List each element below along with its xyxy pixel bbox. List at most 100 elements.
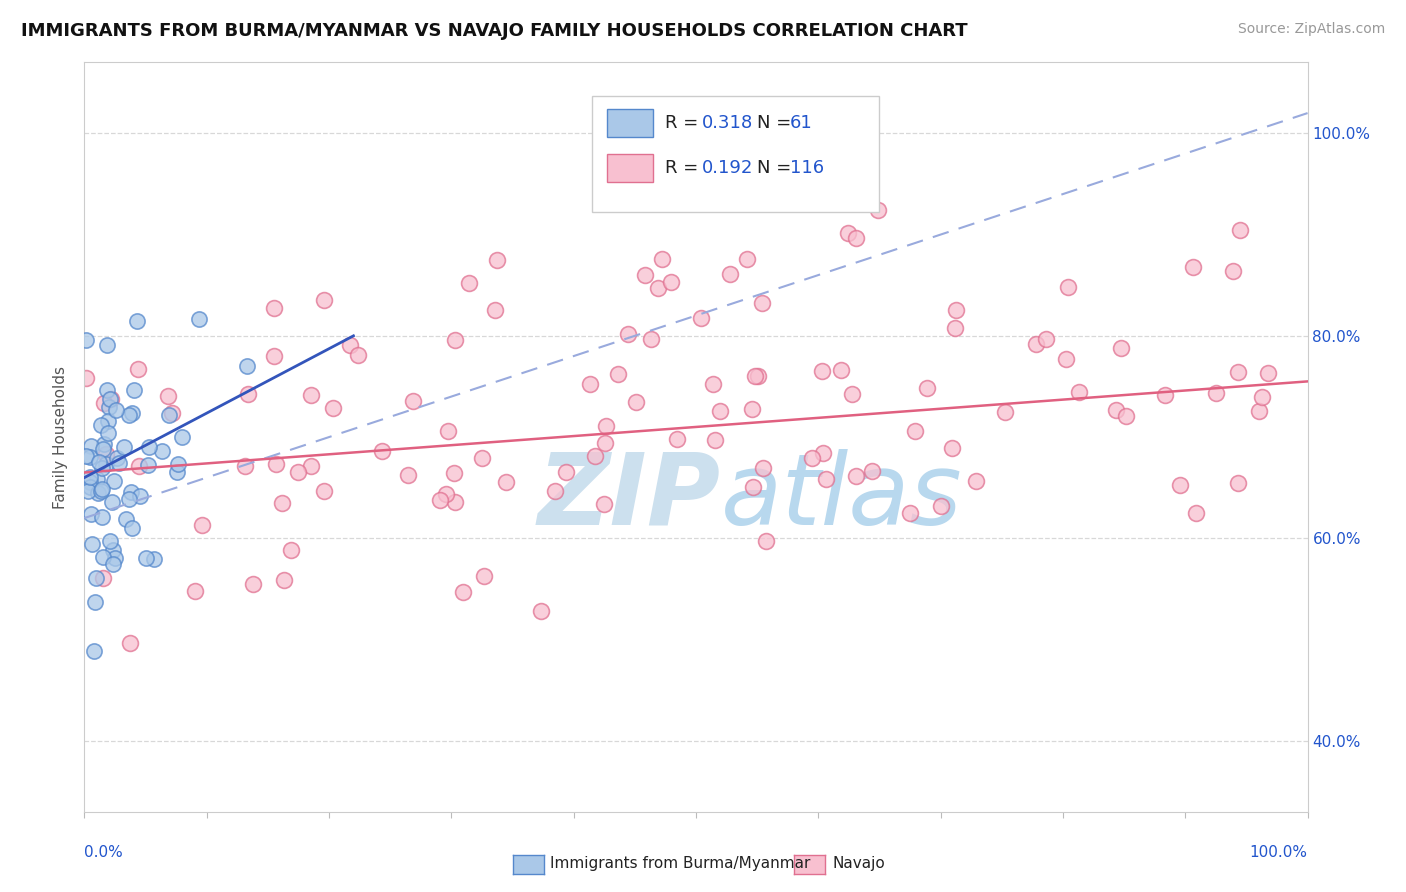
Point [86, 472, 108, 486]
Point [236, 387, 259, 401]
Point [125, 314, 148, 328]
Point [135, 550, 157, 565]
Point [1205, 386, 1227, 401]
Point [79, 450, 101, 465]
Point [1153, 388, 1175, 402]
Point [1067, 385, 1090, 400]
Point [103, 557, 125, 571]
Point [91, 549, 114, 564]
Point [830, 363, 852, 377]
Point [105, 451, 128, 466]
Point [105, 403, 128, 417]
Text: R =: R = [665, 159, 704, 178]
Point [755, 534, 778, 549]
Point [97, 426, 120, 441]
Text: 0.0%: 0.0% [84, 846, 124, 861]
Point [941, 441, 963, 455]
Point [138, 440, 160, 454]
Point [170, 430, 193, 444]
Point [157, 408, 180, 422]
Point [845, 231, 868, 245]
Point [112, 441, 135, 455]
Point [94, 447, 117, 461]
Point [312, 484, 335, 499]
Point [437, 424, 460, 438]
Point [1025, 337, 1047, 351]
Text: 0.192: 0.192 [702, 159, 754, 178]
Point [811, 446, 834, 460]
Point [495, 475, 517, 489]
Point [120, 485, 142, 500]
Point [994, 405, 1017, 419]
Point [1181, 260, 1204, 275]
Point [98, 534, 121, 549]
Text: atlas: atlas [720, 449, 962, 546]
Text: N =: N = [758, 159, 797, 178]
Text: 100.0%: 100.0% [1250, 846, 1308, 861]
Point [128, 489, 150, 503]
Bar [606, 153, 654, 182]
Point [150, 444, 173, 458]
Point [322, 401, 344, 415]
Point [83, 644, 105, 658]
Point [579, 377, 602, 392]
Point [101, 542, 124, 557]
Point [1227, 476, 1250, 491]
Point [96, 457, 118, 471]
Point [166, 465, 188, 479]
Point [75, 449, 97, 463]
Point [1222, 263, 1244, 277]
Point [945, 302, 967, 317]
Point [371, 444, 394, 458]
Point [136, 458, 159, 473]
Text: 61: 61 [790, 114, 813, 132]
Point [396, 468, 419, 483]
Point [121, 521, 143, 535]
Point [709, 403, 731, 417]
Point [103, 474, 125, 488]
Point [651, 252, 673, 267]
Point [583, 449, 606, 463]
Point [752, 461, 775, 475]
Text: IMMIGRANTS FROM BURMA/MYANMAR VS NAVAJO FAMILY HOUSEHOLDS CORRELATION CHART: IMMIGRANTS FROM BURMA/MYANMAR VS NAVAJO … [21, 22, 967, 40]
Point [626, 395, 648, 409]
Point [1054, 351, 1077, 366]
Bar [606, 109, 654, 137]
Point [79, 480, 101, 494]
Point [339, 338, 361, 352]
Point [84, 571, 107, 585]
Point [617, 327, 640, 342]
Point [287, 466, 309, 480]
Point [273, 573, 295, 587]
Point [122, 383, 145, 397]
Point [471, 451, 494, 466]
Point [91, 461, 114, 475]
Point [484, 303, 506, 318]
FancyBboxPatch shape [592, 96, 880, 212]
Point [815, 472, 838, 486]
Point [280, 542, 302, 557]
Point [80, 439, 103, 453]
Point [554, 465, 576, 479]
Point [115, 511, 138, 525]
Point [640, 332, 662, 346]
Point [915, 381, 938, 395]
Point [128, 458, 150, 473]
Point [702, 377, 724, 392]
Point [91, 442, 114, 456]
Point [79, 475, 101, 489]
Point [1250, 390, 1272, 404]
Point [860, 464, 883, 478]
Point [118, 492, 141, 507]
Point [346, 348, 368, 362]
Point [607, 368, 630, 382]
Point [943, 321, 966, 335]
Point [689, 310, 711, 325]
Point [91, 483, 114, 497]
Point [529, 604, 551, 618]
Point [595, 419, 617, 434]
Point [841, 387, 863, 401]
Point [1105, 403, 1128, 417]
Point [837, 226, 859, 240]
Text: Source: ZipAtlas.com: Source: ZipAtlas.com [1237, 22, 1385, 37]
